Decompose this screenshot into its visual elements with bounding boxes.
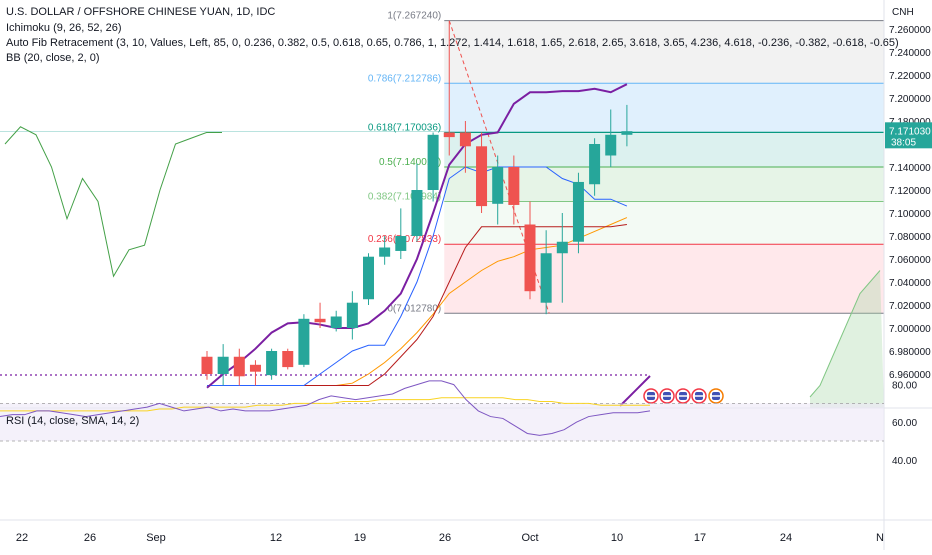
fib-zone-1 bbox=[444, 83, 884, 133]
rsi-y-tick-label: 40.00 bbox=[892, 456, 917, 467]
candle-15[interactable] bbox=[443, 132, 455, 138]
candle-9[interactable] bbox=[346, 302, 358, 328]
fib-label-0.786: 0.786(7.212786) bbox=[368, 73, 441, 84]
candle-12[interactable] bbox=[395, 236, 407, 251]
x-tick-label: Sep bbox=[146, 532, 166, 544]
bb-upper-line bbox=[206, 83, 628, 389]
x-tick-label: 12 bbox=[270, 532, 282, 544]
x-tick-label: 19 bbox=[354, 532, 366, 544]
candle-4[interactable] bbox=[266, 351, 278, 376]
candle-24[interactable] bbox=[589, 144, 601, 185]
x-tick-label: N bbox=[876, 532, 884, 544]
ichimoku-cloud bbox=[810, 270, 884, 408]
y-tick-label: 7.240000 bbox=[889, 48, 931, 59]
fib-zone-5 bbox=[444, 244, 884, 314]
cloud-edge-line bbox=[809, 270, 881, 398]
y-tick-label: 7.140000 bbox=[889, 163, 931, 174]
rsi-band bbox=[0, 403, 884, 441]
y-tick-label: 7.260000 bbox=[889, 25, 931, 36]
y-tick-label: 7.040000 bbox=[889, 278, 931, 289]
x-tick-label: Oct bbox=[521, 532, 538, 544]
fib-zone-4 bbox=[444, 201, 884, 245]
indicator-ichimoku[interactable]: Ichimoku (9, 26, 52, 26) bbox=[6, 22, 122, 34]
y-tick-label: 7.200000 bbox=[889, 94, 931, 105]
y-tick-label: 7.020000 bbox=[889, 301, 931, 312]
x-tick-label: 10 bbox=[611, 532, 623, 544]
candle-8[interactable] bbox=[330, 316, 342, 329]
candle-18[interactable] bbox=[492, 167, 504, 204]
candle-7[interactable] bbox=[314, 318, 326, 323]
tenkan-line bbox=[207, 166, 628, 386]
fib-label-1: 1(7.267240) bbox=[387, 11, 441, 22]
candle-3[interactable] bbox=[249, 364, 261, 372]
candle-6[interactable] bbox=[298, 318, 310, 365]
rsi-ma-line bbox=[0, 397, 650, 412]
currency-label: CNH bbox=[892, 7, 914, 18]
bb-lower-line bbox=[619, 375, 651, 407]
indicator-auto-fib[interactable]: Auto Fib Retracement (3, 10, Values, Lef… bbox=[6, 37, 899, 49]
last-price-value: 7.171030 bbox=[889, 126, 931, 137]
indicator-bb[interactable]: BB (20, close, 2, 0) bbox=[6, 52, 100, 64]
candle-14[interactable] bbox=[427, 134, 439, 190]
rsi-y-tick-label: 80.00 bbox=[892, 381, 917, 392]
candle-10[interactable] bbox=[363, 256, 374, 300]
y-tick-label: 7.080000 bbox=[889, 232, 931, 243]
last-price-badge[interactable] bbox=[885, 122, 932, 149]
symbol-title[interactable]: U.S. DOLLAR / OFFSHORE CHINESE YUAN, 1D,… bbox=[6, 6, 276, 18]
candle-19[interactable] bbox=[508, 167, 520, 205]
candle-22[interactable] bbox=[556, 241, 568, 254]
candle-5[interactable] bbox=[282, 351, 294, 368]
bar-countdown: 38:05 bbox=[891, 137, 916, 148]
y-tick-label: 7.120000 bbox=[889, 186, 931, 197]
y-tick-label: 7.220000 bbox=[889, 71, 931, 82]
fib-zone-0 bbox=[444, 20, 884, 84]
candle-16[interactable] bbox=[459, 132, 471, 147]
candle-21[interactable] bbox=[540, 253, 552, 303]
candle-1[interactable] bbox=[217, 356, 229, 374]
candle-0[interactable] bbox=[201, 356, 213, 374]
candle-11[interactable] bbox=[379, 247, 391, 257]
candle-26[interactable] bbox=[621, 131, 633, 135]
fib-label-0.382: 0.382(7.109984) bbox=[368, 192, 441, 203]
y-tick-label: 6.980000 bbox=[889, 347, 931, 358]
candle-2[interactable] bbox=[233, 356, 245, 377]
rsi-legend[interactable]: RSI (14, close, SMA, 14, 2) bbox=[6, 415, 139, 427]
x-tick-label: 22 bbox=[16, 532, 28, 544]
candle-13[interactable] bbox=[411, 190, 423, 236]
y-tick-label: 7.100000 bbox=[889, 209, 931, 220]
fib-label-0.618: 0.618(7.170036) bbox=[368, 122, 441, 133]
fib-label-0.5: 0.5(7.140010) bbox=[379, 157, 441, 168]
x-tick-label: 26 bbox=[439, 532, 451, 544]
candle-23[interactable] bbox=[572, 181, 584, 242]
rsi-y-tick-label: 60.00 bbox=[892, 418, 917, 429]
y-tick-label: 7.060000 bbox=[889, 255, 931, 266]
lagging-span-line bbox=[4, 126, 222, 278]
candle-20[interactable] bbox=[524, 224, 536, 292]
rsi-line[interactable] bbox=[0, 380, 651, 436]
x-tick-label: 24 bbox=[780, 532, 792, 544]
fib-zone-2 bbox=[444, 132, 884, 167]
x-tick-label: 17 bbox=[694, 532, 706, 544]
y-tick-label: 6.960000 bbox=[889, 370, 931, 381]
x-tick-label: 26 bbox=[84, 532, 96, 544]
fib-label-0: 0(7.012780) bbox=[387, 303, 441, 314]
y-tick-label: 7.000000 bbox=[889, 324, 931, 335]
candle-25[interactable] bbox=[605, 134, 617, 156]
candle-17[interactable] bbox=[476, 146, 488, 207]
